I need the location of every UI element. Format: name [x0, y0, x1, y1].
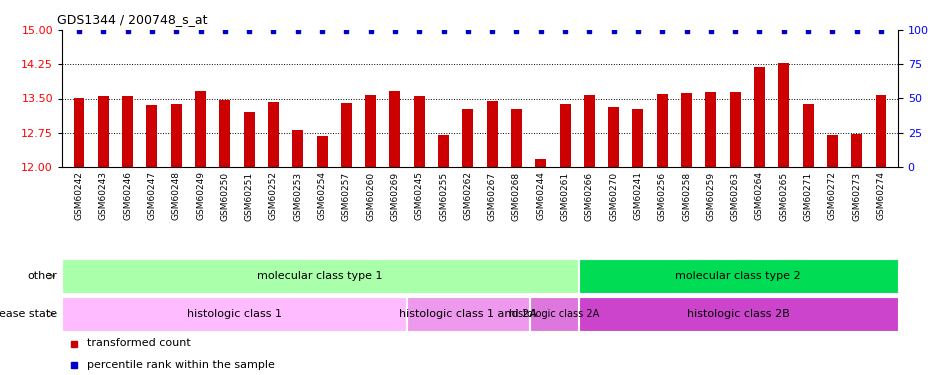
Bar [316, 136, 327, 167]
Bar [268, 102, 279, 167]
Bar [875, 95, 885, 167]
Text: GSM60268: GSM60268 [511, 171, 521, 220]
Text: histologic class 2A: histologic class 2A [508, 309, 598, 319]
Bar [802, 104, 813, 167]
Bar [584, 95, 594, 167]
Text: GSM60272: GSM60272 [827, 171, 836, 220]
Bar [753, 66, 764, 167]
Text: GSM60269: GSM60269 [390, 171, 399, 220]
Bar [98, 96, 109, 167]
Text: GSM60250: GSM60250 [220, 171, 229, 220]
Text: GSM60267: GSM60267 [487, 171, 496, 220]
Bar [195, 91, 206, 167]
Bar [486, 101, 497, 167]
Text: transformed count: transformed count [87, 339, 190, 348]
Text: GSM60264: GSM60264 [754, 171, 764, 220]
Text: GSM60241: GSM60241 [633, 171, 642, 220]
Text: GSM60273: GSM60273 [851, 171, 861, 220]
Text: GSM60270: GSM60270 [608, 171, 618, 220]
Bar [850, 134, 862, 167]
Bar [704, 92, 716, 167]
Text: percentile rank within the sample: percentile rank within the sample [87, 360, 274, 369]
Text: GSM60251: GSM60251 [245, 171, 253, 220]
Bar [389, 91, 400, 167]
Bar [122, 96, 133, 167]
Text: GSM60262: GSM60262 [463, 171, 472, 220]
Text: GSM60247: GSM60247 [148, 171, 156, 220]
Bar [632, 109, 643, 167]
Text: GSM60265: GSM60265 [779, 171, 787, 220]
Bar [219, 100, 230, 167]
Text: GDS1344 / 200748_s_at: GDS1344 / 200748_s_at [57, 13, 208, 26]
Bar [63, 258, 577, 294]
Text: GSM60261: GSM60261 [560, 171, 569, 220]
Bar [407, 297, 528, 332]
Text: GSM60243: GSM60243 [99, 171, 108, 220]
Text: GSM60259: GSM60259 [705, 171, 715, 220]
Bar [510, 109, 522, 167]
Bar [244, 112, 254, 167]
Bar [73, 99, 85, 167]
Bar [578, 297, 897, 332]
Bar [681, 93, 691, 167]
Text: GSM60271: GSM60271 [803, 171, 812, 220]
Bar [170, 104, 182, 167]
Text: histologic class 1: histologic class 1 [187, 309, 282, 319]
Bar [826, 135, 837, 167]
Bar [729, 92, 740, 167]
Text: GSM60266: GSM60266 [585, 171, 593, 220]
Bar [365, 95, 376, 167]
Text: GSM60248: GSM60248 [171, 171, 181, 220]
Text: GSM60257: GSM60257 [342, 171, 350, 220]
Bar [535, 159, 545, 167]
Text: GSM60244: GSM60244 [536, 171, 545, 220]
Bar [413, 96, 425, 167]
Bar [578, 258, 897, 294]
Text: GSM60260: GSM60260 [366, 171, 375, 220]
Text: GSM60242: GSM60242 [74, 171, 84, 220]
Bar [778, 63, 788, 167]
Bar [529, 297, 577, 332]
Text: histologic class 1 and 2A: histologic class 1 and 2A [398, 309, 536, 319]
Text: histologic class 2B: histologic class 2B [686, 309, 788, 319]
Bar [292, 129, 303, 167]
Text: GSM60246: GSM60246 [123, 171, 132, 220]
Bar [147, 105, 157, 167]
Text: GSM60258: GSM60258 [682, 171, 690, 220]
Bar [656, 94, 667, 167]
Bar [462, 109, 473, 167]
Text: disease state: disease state [0, 309, 57, 319]
Text: GSM60255: GSM60255 [439, 171, 447, 220]
Text: GSM60253: GSM60253 [293, 171, 302, 220]
Text: GSM60256: GSM60256 [657, 171, 666, 220]
Bar [63, 297, 406, 332]
Text: GSM60274: GSM60274 [876, 171, 884, 220]
Text: GSM60245: GSM60245 [414, 171, 424, 220]
Bar [341, 103, 351, 167]
Text: GSM60252: GSM60252 [268, 171, 278, 220]
Text: molecular class type 2: molecular class type 2 [675, 271, 800, 281]
Text: GSM60249: GSM60249 [196, 171, 205, 220]
Text: other: other [28, 271, 57, 281]
Bar [607, 107, 619, 167]
Text: GSM60254: GSM60254 [317, 171, 327, 220]
Bar [559, 104, 570, 167]
Bar [438, 135, 448, 167]
Text: molecular class type 1: molecular class type 1 [257, 271, 383, 281]
Text: GSM60263: GSM60263 [730, 171, 739, 220]
